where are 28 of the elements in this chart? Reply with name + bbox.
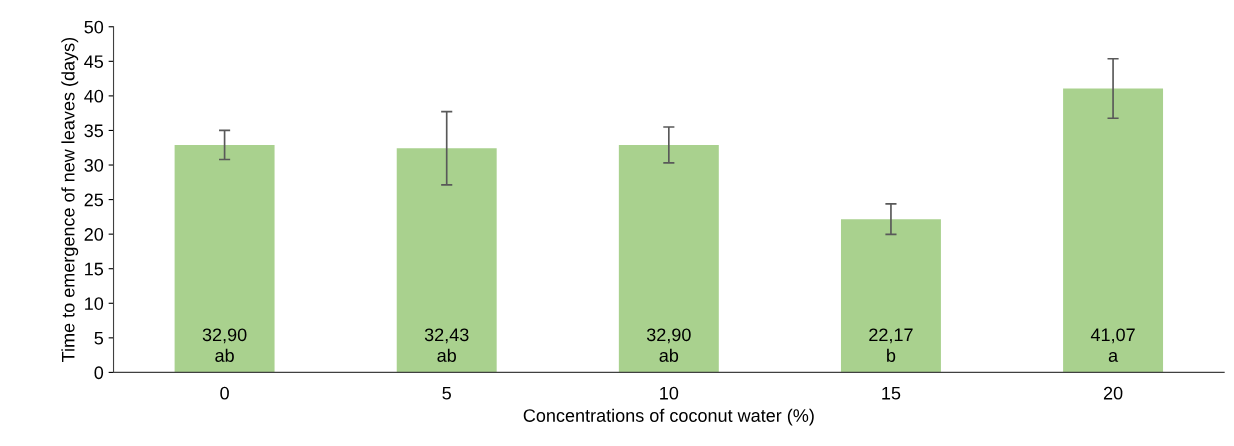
y-tick-label: 45 <box>84 55 104 69</box>
bar <box>174 144 275 373</box>
x-axis-title: Concentrations of coconut water (%) <box>523 408 814 426</box>
y-axis-title: Time to emergence of new leaves (days) <box>61 37 79 362</box>
bar <box>396 148 497 373</box>
y-tick-label: 15 <box>85 262 104 276</box>
x-tick-label: 20 <box>1103 386 1123 400</box>
y-tick-label: 25 <box>84 193 104 207</box>
x-tick-label: 5 <box>442 386 451 400</box>
data-label: 32,90 ab <box>202 328 247 362</box>
y-tick-label: 0 <box>94 366 104 380</box>
data-label: 41,07 a <box>1090 328 1135 362</box>
x-tick-label: 0 <box>220 386 229 400</box>
x-tick-label: 10 <box>660 386 679 400</box>
data-label: 32,90 ab <box>646 328 691 362</box>
y-tick-label: 20 <box>84 228 104 241</box>
y-tick-label: 10 <box>85 297 104 310</box>
data-label: 22,17 b <box>869 328 913 362</box>
y-tick-label: 40 <box>84 89 104 103</box>
bar <box>618 144 719 373</box>
data-label: 32,43 ab <box>424 328 469 362</box>
bar <box>840 219 941 373</box>
y-tick-label: 5 <box>94 331 104 345</box>
y-tick-label: 50 <box>84 20 104 34</box>
bar <box>1063 88 1164 373</box>
y-tick-label: 30 <box>84 158 104 172</box>
x-tick-label: 15 <box>882 386 901 400</box>
y-tick-label: 35 <box>84 124 104 138</box>
